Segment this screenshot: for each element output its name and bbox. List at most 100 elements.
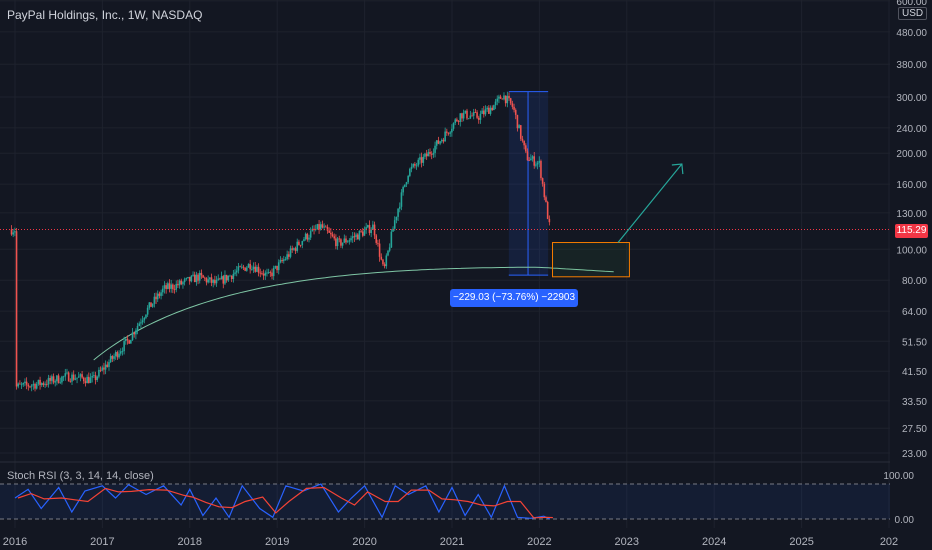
candle-body xyxy=(138,323,141,326)
candle-body xyxy=(410,166,413,169)
candle-body xyxy=(178,280,181,286)
candle-body xyxy=(17,383,20,387)
candle-body xyxy=(469,115,472,119)
y-tick-label: 380.00 xyxy=(896,60,927,71)
candle-body xyxy=(373,224,376,236)
candle-body xyxy=(471,115,473,117)
candle-body xyxy=(528,160,530,162)
candle-body xyxy=(491,107,494,111)
candle-body xyxy=(106,364,109,367)
candle-body xyxy=(521,138,524,141)
candle-body xyxy=(203,277,206,279)
candle-body xyxy=(62,376,65,378)
candle-body xyxy=(230,275,233,280)
candle-body xyxy=(281,260,283,262)
candle-body xyxy=(24,381,26,383)
candle-body xyxy=(209,277,211,280)
candle-body xyxy=(353,236,356,238)
price-axis: 600.00 480.00 380.00 300.00 240.00 200.00 160.… xyxy=(896,0,927,460)
candle-body xyxy=(375,235,378,243)
candle-body xyxy=(212,279,214,283)
x-tick-label: 2016 xyxy=(3,536,27,548)
candle-body xyxy=(434,145,436,153)
candle-body xyxy=(365,227,367,231)
candle-body xyxy=(479,113,482,120)
candle-body xyxy=(195,274,198,283)
candle-body xyxy=(165,285,167,289)
candle-body xyxy=(540,160,542,179)
candle-body xyxy=(222,276,225,284)
candle-body xyxy=(291,248,293,250)
candle-body xyxy=(269,272,272,273)
candle-body xyxy=(135,330,137,335)
currency-label[interactable]: USD xyxy=(898,7,928,20)
candle-body xyxy=(336,238,339,247)
candle-body xyxy=(402,186,404,193)
candle-body xyxy=(456,119,458,122)
candle-body xyxy=(61,376,63,383)
candle-body xyxy=(451,128,453,133)
candle-body xyxy=(508,95,510,99)
candle-body xyxy=(301,241,304,246)
candle-body xyxy=(514,109,517,115)
candle-body xyxy=(303,239,305,242)
candle-body xyxy=(494,101,497,106)
candle-body xyxy=(227,275,230,281)
candle-body xyxy=(328,230,330,233)
candle-body xyxy=(146,307,149,315)
y-tick-label: 27.50 xyxy=(902,424,927,435)
last-price-tag: 115.29 xyxy=(895,224,928,238)
candle-body xyxy=(395,216,398,221)
candle-body xyxy=(348,240,351,242)
candle-body xyxy=(15,231,18,387)
candle-body xyxy=(526,151,529,161)
candle-body xyxy=(192,274,194,276)
candle-body xyxy=(175,283,178,290)
candle-body xyxy=(437,140,440,144)
x-tick-label: 202 xyxy=(880,536,898,548)
candle-body xyxy=(486,107,488,110)
candle-body xyxy=(113,356,115,359)
candle-body xyxy=(464,110,467,113)
candle-body xyxy=(398,206,401,209)
candle-body xyxy=(417,159,420,166)
x-tick-label: 2020 xyxy=(352,536,376,548)
y-tick-label: 80.00 xyxy=(902,276,927,287)
candle-body xyxy=(425,153,428,157)
candle-body xyxy=(454,119,457,123)
candle-body xyxy=(234,272,236,274)
candle-body xyxy=(294,248,297,251)
candle-body xyxy=(79,374,82,377)
candle-body xyxy=(543,183,546,198)
candle-body xyxy=(361,231,364,236)
candle-body xyxy=(484,109,487,115)
candle-body xyxy=(360,230,362,232)
stoch-rsi-tick-label: 100.00 xyxy=(883,471,914,482)
candle-body xyxy=(481,110,483,114)
candle-body xyxy=(442,139,445,142)
candle-body xyxy=(296,241,299,251)
candle-body xyxy=(380,256,383,260)
candle-body xyxy=(99,369,102,371)
candle-body xyxy=(266,272,268,274)
candle-body xyxy=(111,355,114,359)
time-axis: 2016 2017 2018 2019 2020 2021 2022 2023 2024 2025… xyxy=(3,536,898,548)
candle-body xyxy=(267,272,270,273)
candle-body xyxy=(69,381,72,383)
y-tick-label: 130.00 xyxy=(896,209,927,220)
candle-body xyxy=(30,385,33,387)
candle-body xyxy=(52,376,55,383)
candle-body xyxy=(525,145,527,152)
candle-body xyxy=(335,238,337,247)
candle-body xyxy=(499,96,502,99)
candle-body xyxy=(476,112,478,118)
y-tick-label: 64.00 xyxy=(902,307,927,318)
candle-body xyxy=(239,266,241,268)
candle-body xyxy=(163,285,166,289)
candle-body xyxy=(93,375,95,377)
x-tick-label: 2024 xyxy=(702,536,726,548)
projection-arrow-head xyxy=(671,163,684,175)
candle-body xyxy=(538,160,541,163)
candle-body xyxy=(249,263,251,270)
